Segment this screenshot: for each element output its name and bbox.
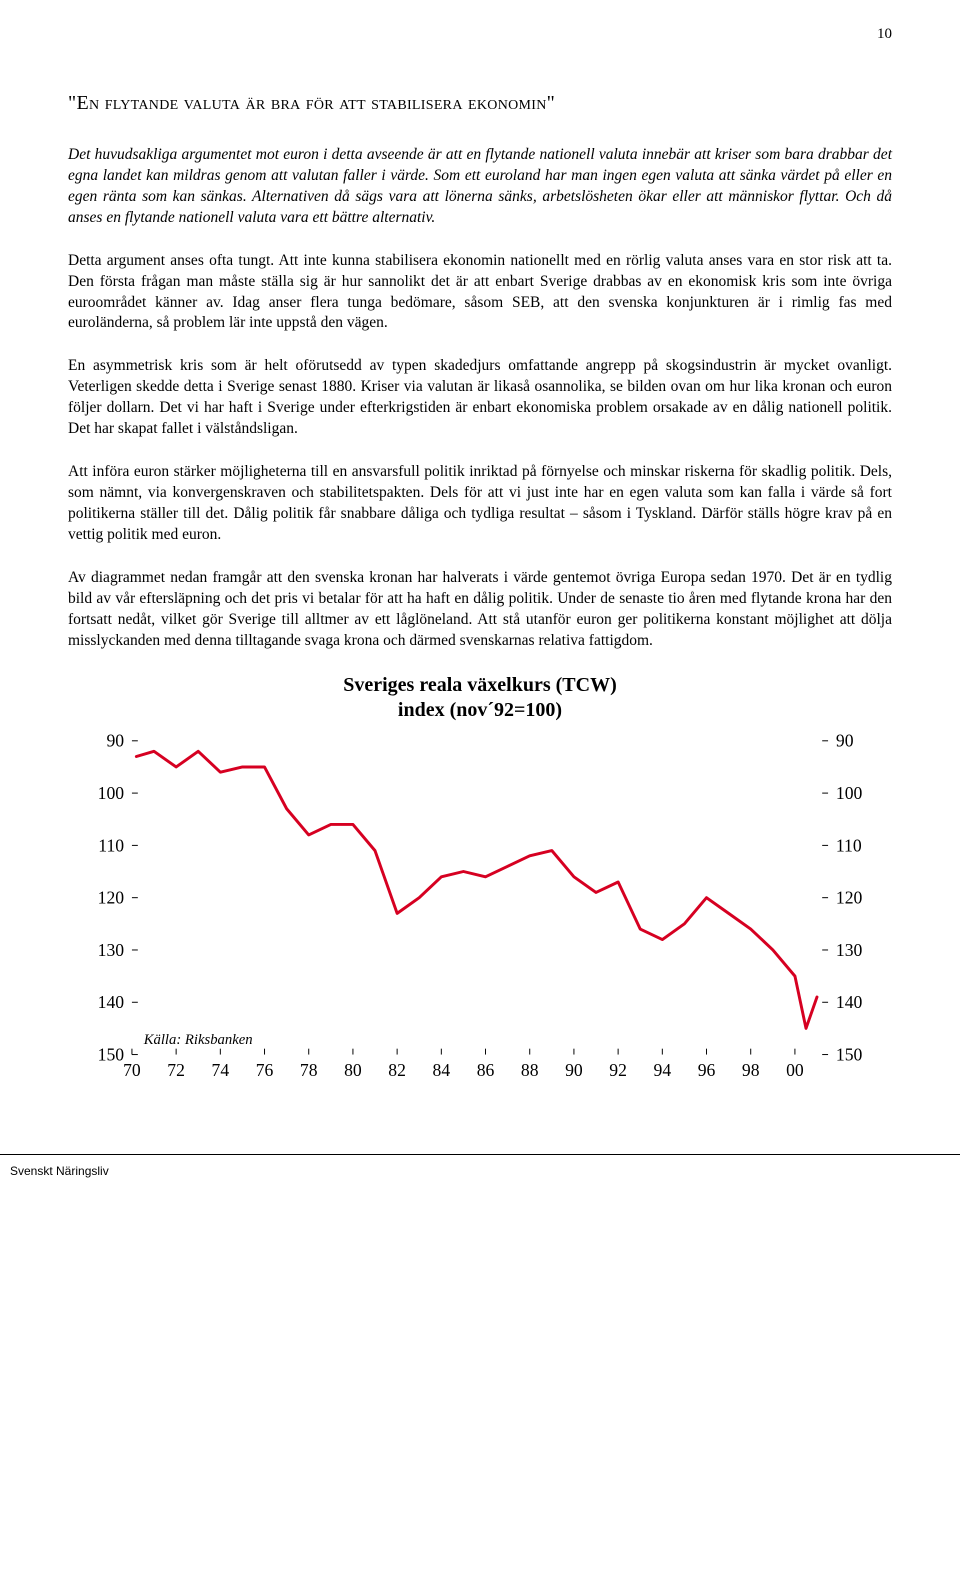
svg-text:98: 98 — [742, 1061, 760, 1081]
footer: Svenskt Näringsliv — [0, 1154, 960, 1189]
svg-text:94: 94 — [654, 1061, 672, 1081]
svg-text:120: 120 — [836, 888, 863, 908]
svg-text:96: 96 — [698, 1061, 716, 1081]
svg-text:110: 110 — [98, 836, 124, 856]
p2-part-a: Detta argument anses ofta tungt. Att int… — [68, 252, 892, 269]
document-body: "En flytande valuta är bra för att stabi… — [0, 0, 960, 1114]
chart-title: Sveriges reala växelkurs (TCW) index (no… — [78, 673, 882, 723]
chart-container: Sveriges reala växelkurs (TCW) index (no… — [68, 673, 892, 1084]
svg-text:76: 76 — [256, 1061, 274, 1081]
svg-text:140: 140 — [836, 993, 863, 1013]
paragraph-3: En asymmetrisk kris som är helt oförutse… — [68, 356, 892, 440]
svg-text:78: 78 — [300, 1061, 318, 1081]
svg-text:130: 130 — [98, 940, 125, 960]
intro-paragraph: Det huvudsakliga argumentet mot euron i … — [68, 145, 892, 229]
svg-text:100: 100 — [836, 783, 863, 803]
paragraph-2: Detta argument anses ofta tungt. Att int… — [68, 251, 892, 335]
svg-text:90: 90 — [836, 731, 854, 751]
svg-text:150: 150 — [836, 1045, 863, 1065]
svg-text:70: 70 — [123, 1061, 141, 1081]
svg-text:120: 120 — [98, 888, 125, 908]
chart-title-line1: Sveriges reala växelkurs (TCW) — [343, 674, 617, 696]
svg-text:72: 72 — [167, 1061, 185, 1081]
chart-title-line2: index (nov´92=100) — [398, 699, 562, 721]
svg-text:90: 90 — [106, 731, 124, 751]
svg-text:88: 88 — [521, 1061, 539, 1081]
page-number: 10 — [877, 24, 892, 44]
svg-text:90: 90 — [565, 1061, 583, 1081]
svg-text:74: 74 — [212, 1061, 230, 1081]
svg-text:140: 140 — [98, 993, 125, 1013]
svg-text:Källa: Riksbanken: Källa: Riksbanken — [143, 1033, 253, 1049]
svg-text:110: 110 — [836, 836, 862, 856]
svg-text:100: 100 — [98, 783, 125, 803]
section-heading: "En flytande valuta är bra för att stabi… — [68, 90, 892, 117]
heading-text: En flytande valuta är bra för att stabil… — [76, 92, 546, 114]
paragraph-5: Av diagrammet nedan framgår att den sven… — [68, 568, 892, 652]
quote-close: " — [547, 92, 555, 114]
svg-text:92: 92 — [609, 1061, 627, 1081]
paragraph-4: Att införa euron stärker möjligheterna t… — [68, 462, 892, 546]
svg-text:86: 86 — [477, 1061, 495, 1081]
footer-text: Svenskt Näringsliv — [10, 1164, 109, 1178]
svg-text:130: 130 — [836, 940, 863, 960]
svg-text:150: 150 — [98, 1045, 125, 1065]
svg-text:82: 82 — [388, 1061, 406, 1081]
svg-text:00: 00 — [786, 1061, 804, 1081]
svg-text:80: 80 — [344, 1061, 362, 1081]
svg-text:84: 84 — [433, 1061, 451, 1081]
line-chart: 90 90 100 100 110 110 120 120 130 130 140 140 150 150… — [78, 731, 882, 1084]
